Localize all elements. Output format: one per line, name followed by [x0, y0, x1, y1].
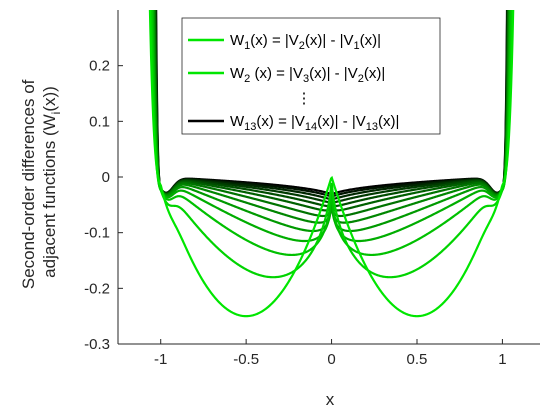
axes: -1 -0.5 0 0.5 1 -0.3 -0.2 -0.1 0 0.1 0.2: [84, 10, 540, 368]
x-tick-label: -1: [154, 351, 167, 368]
x-tick-label: -0.5: [233, 351, 259, 368]
y-axis-label-subscript: i: [49, 112, 63, 115]
legend-entry: W1(x) = |V2(x)| - |V1(x)|: [230, 32, 381, 52]
legend-entry: W2 (x) = |V3(x)| - |V2(x)|: [230, 65, 385, 85]
y-tick-label: 0.2: [89, 58, 110, 75]
series-layer: [148, 10, 515, 318]
x-tick-label: 0.5: [407, 351, 428, 368]
series-line: [150, 10, 514, 279]
legend-ellipsis: ⋮: [297, 90, 312, 107]
series-line: [148, 10, 515, 318]
legend-entry: W13(x) = |V14(x)| - |V13(x)|: [230, 113, 399, 133]
y-axis-label-tail: (x)): [40, 86, 59, 111]
legend: W1(x) = |V2(x)| - |V1(x)| W2 (x) = |V3(x)…: [188, 32, 399, 133]
y-tick-label: -0.1: [84, 225, 110, 242]
y-tick-label: 0.1: [89, 113, 110, 130]
y-tick-label: -0.3: [84, 336, 110, 353]
x-tick-label: 0: [327, 351, 335, 368]
x-axis-label: x: [326, 390, 335, 409]
y-axis-label: Second-order differences of adjacent fun…: [19, 75, 63, 289]
x-tick-label: 1: [498, 351, 506, 368]
y-axis-label-line1: Second-order differences of: [19, 79, 38, 289]
series-line: [151, 10, 513, 257]
legend-box: [181, 17, 441, 135]
y-axis-label-line2: adjacent functions (W: [40, 114, 59, 277]
y-tick-label: 0: [102, 169, 110, 186]
y-tick-label: -0.2: [84, 280, 110, 297]
